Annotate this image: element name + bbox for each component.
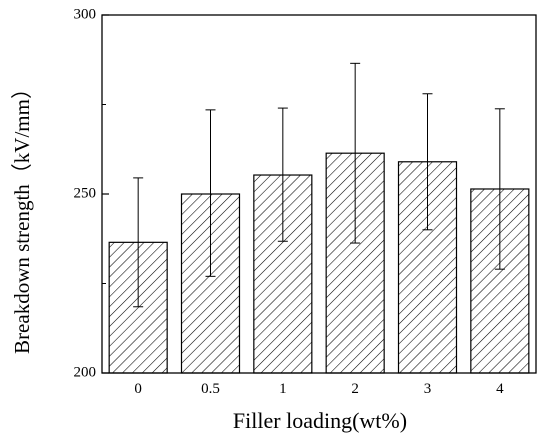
y-tick-label: 300	[74, 6, 97, 22]
y-tick-label: 250	[74, 185, 97, 201]
plot-area-frame	[101, 14, 537, 374]
x-axis-title: Filler loading(wt%)	[233, 408, 407, 433]
x-tick-label: 4	[496, 381, 504, 397]
y-axis-title: Breakdown strength（kV/mm）	[10, 78, 34, 354]
y-tick-label: 200	[74, 364, 97, 380]
x-tick-label: 0	[134, 381, 142, 397]
x-tick-label: 1	[279, 381, 287, 397]
x-tick-label: 3	[424, 381, 432, 397]
x-tick-label: 0.5	[201, 381, 220, 397]
x-tick-label: 2	[351, 381, 359, 397]
